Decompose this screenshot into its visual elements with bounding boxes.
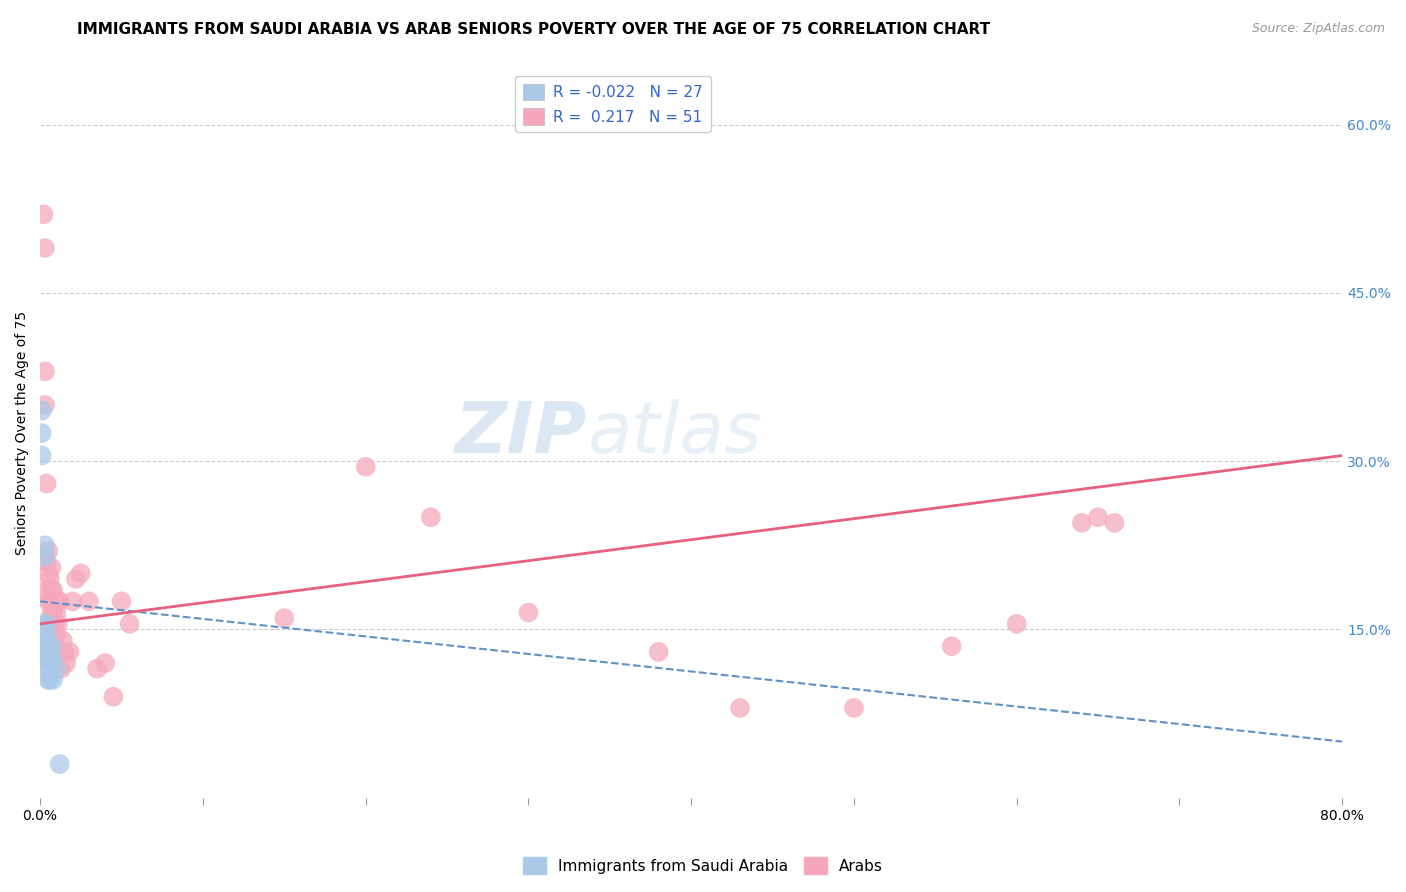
- Point: [41, 606, 63, 620]
- Point: [45, 606, 67, 620]
- Point: [58, 645, 80, 659]
- Text: Source: ZipAtlas.com: Source: ZipAtlas.com: [1251, 22, 1385, 36]
- Point: [1104, 516, 1126, 530]
- Point: [110, 594, 132, 608]
- Point: [38, 594, 60, 608]
- Point: [55, 656, 77, 670]
- Point: [37, 673, 59, 687]
- Text: atlas: atlas: [588, 399, 762, 467]
- Point: [38, 616, 60, 631]
- Point: [42, 583, 65, 598]
- Point: [62, 594, 84, 608]
- Point: [41, 639, 63, 653]
- Point: [32, 207, 55, 221]
- Point: [34, 241, 56, 255]
- Point: [37, 566, 59, 581]
- Point: [728, 701, 751, 715]
- Point: [32, 628, 55, 642]
- Point: [34, 549, 56, 564]
- Point: [45, 628, 67, 642]
- Point: [38, 673, 60, 687]
- Point: [41, 650, 63, 665]
- Point: [647, 645, 669, 659]
- Point: [65, 572, 87, 586]
- Point: [32, 650, 55, 665]
- Point: [37, 650, 59, 665]
- Point: [517, 606, 540, 620]
- Point: [354, 459, 377, 474]
- Point: [34, 650, 56, 665]
- Point: [52, 633, 75, 648]
- Point: [42, 606, 65, 620]
- Text: IMMIGRANTS FROM SAUDI ARABIA VS ARAB SENIORS POVERTY OVER THE AGE OF 75 CORRELAT: IMMIGRANTS FROM SAUDI ARABIA VS ARAB SEN…: [77, 22, 990, 37]
- Point: [41, 583, 63, 598]
- Point: [48, 757, 70, 772]
- Point: [53, 645, 76, 659]
- Point: [37, 544, 59, 558]
- Point: [37, 662, 59, 676]
- Point: [1087, 510, 1109, 524]
- Point: [35, 628, 58, 642]
- Point: [419, 510, 441, 524]
- Point: [35, 650, 58, 665]
- Point: [941, 639, 963, 653]
- Point: [35, 476, 58, 491]
- Point: [31, 403, 53, 417]
- Point: [38, 662, 60, 676]
- Point: [48, 594, 70, 608]
- Point: [42, 673, 65, 687]
- Point: [37, 616, 59, 631]
- Legend: Immigrants from Saudi Arabia, Arabs: Immigrants from Saudi Arabia, Arabs: [517, 851, 889, 880]
- Point: [38, 572, 60, 586]
- Point: [34, 364, 56, 378]
- Point: [32, 616, 55, 631]
- Point: [34, 398, 56, 412]
- Point: [46, 594, 69, 608]
- Point: [35, 555, 58, 569]
- Point: [94, 656, 117, 670]
- Point: [45, 662, 67, 676]
- Legend: R = -0.022   N = 27, R =  0.217   N = 51: R = -0.022 N = 27, R = 0.217 N = 51: [515, 76, 711, 132]
- Point: [35, 639, 58, 653]
- Point: [34, 639, 56, 653]
- Text: ZIP: ZIP: [454, 399, 588, 467]
- Point: [118, 616, 141, 631]
- Point: [41, 560, 63, 574]
- Point: [46, 616, 69, 631]
- Point: [1005, 616, 1028, 631]
- Point: [32, 639, 55, 653]
- Point: [38, 650, 60, 665]
- Point: [44, 616, 66, 631]
- Point: [37, 594, 59, 608]
- Point: [86, 662, 108, 676]
- Point: [77, 594, 100, 608]
- Point: [37, 639, 59, 653]
- Point: [842, 701, 865, 715]
- Point: [69, 566, 91, 581]
- Point: [1070, 516, 1092, 530]
- Point: [34, 538, 56, 552]
- Point: [51, 662, 73, 676]
- Point: [35, 616, 58, 631]
- Point: [103, 690, 125, 704]
- Y-axis label: Seniors Poverty Over the Age of 75: Seniors Poverty Over the Age of 75: [15, 311, 30, 555]
- Point: [31, 449, 53, 463]
- Point: [35, 583, 58, 598]
- Point: [31, 426, 53, 441]
- Point: [273, 611, 295, 625]
